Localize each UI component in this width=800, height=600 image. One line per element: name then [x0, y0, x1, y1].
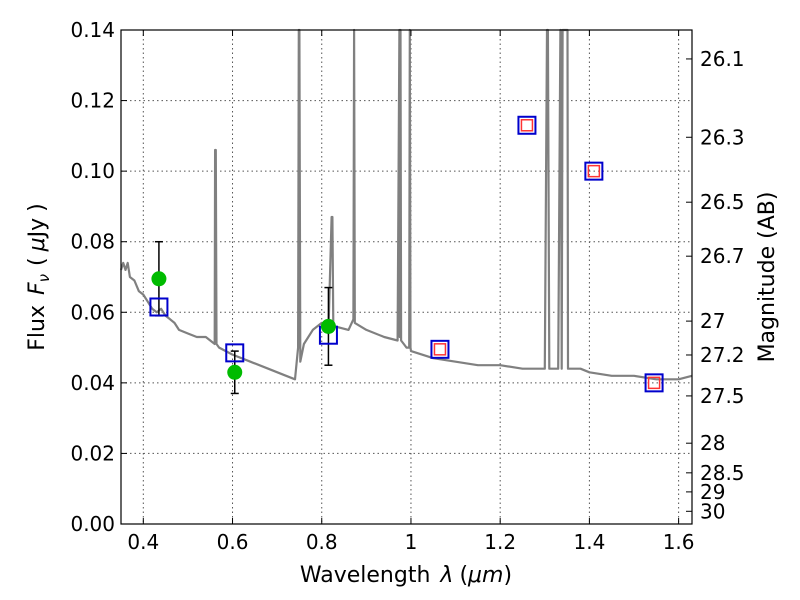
model-photometry-inner-point: [647, 376, 661, 390]
model-photometry-point: [430, 339, 450, 359]
series-layer: [119, 28, 693, 395]
y2-tick-label: 27.5: [700, 384, 745, 408]
y-tick-label: 0.08: [70, 230, 115, 254]
model-photometry-point: [225, 343, 245, 363]
y-tick-label: 0.00: [70, 512, 115, 536]
y2-tick-label: 30: [700, 499, 725, 523]
model-photometry-point: [517, 115, 537, 135]
model-photometry-point: [149, 297, 169, 317]
y2-tick-label: 27: [700, 309, 725, 333]
y-tick-label: 0.06: [70, 300, 115, 324]
y2-tick-label: 28: [700, 431, 725, 455]
x-tick-label: 1.4: [573, 530, 605, 554]
observed-point: [227, 364, 243, 380]
y2-tick-label: 26.3: [700, 125, 745, 149]
y-tick-label: 0.02: [70, 441, 115, 465]
grid-layer: [121, 29, 692, 525]
observed-point: [320, 318, 336, 334]
y2-tick-label: 27.2: [700, 343, 745, 367]
tick-layer: 0.4 0.6 0.8 1 1.2 1.4 1.6 0.00 0.02 0.04 0.06 0.08 0…: [70, 18, 744, 554]
model-photometry-inner-point: [433, 343, 447, 356]
y-tick-label: 0.04: [70, 371, 115, 395]
y2-axis-label: Magnitude (AB): [755, 192, 780, 363]
model-photometry-point: [584, 161, 604, 181]
model-photometry-point: [644, 373, 664, 393]
y2-tick-label: 28.5: [700, 461, 745, 485]
x-tick-label: 1: [405, 530, 418, 554]
y2-tick-label: 26.7: [700, 244, 745, 268]
y2-tick-label: 26.5: [700, 190, 745, 214]
model-photometry-inner-point: [520, 119, 534, 132]
plot-frame: [120, 29, 693, 525]
model-photometry-inner-point: [587, 164, 601, 178]
y2-tick-label: 26.1: [700, 47, 745, 71]
x-tick-label: 0.4: [127, 530, 159, 554]
x-axis-label: Wavelength λ (μm): [300, 563, 512, 588]
y-tick-label: 0.10: [70, 159, 115, 183]
y2-tick-label: 29: [700, 480, 725, 504]
x-tick-label: 0.8: [306, 530, 338, 554]
x-tick-label: 1.2: [484, 530, 516, 554]
observed-point: [151, 271, 167, 287]
y-tick-label: 0.14: [70, 18, 115, 42]
x-tick-label: 1.6: [663, 530, 695, 554]
x-tick-label: 0.6: [217, 530, 249, 554]
spectrum-line: [119, 28, 693, 381]
y-axis-label: FluxFν(μJy): [25, 203, 53, 350]
y-tick-label: 0.12: [70, 89, 115, 113]
